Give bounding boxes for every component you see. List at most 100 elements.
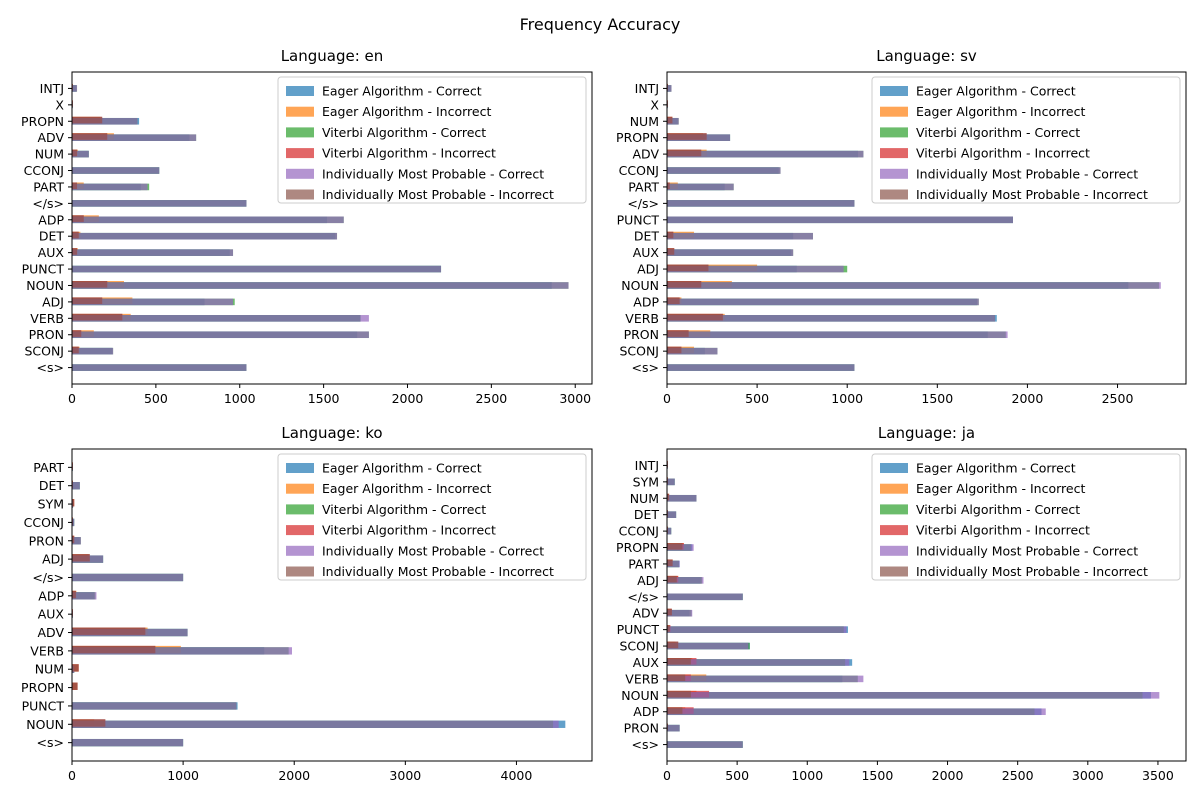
legend-swatch-viterbi-algorithm-incorrect <box>286 525 314 536</box>
bar-noun-individually-most-probable-correct <box>667 282 1161 289</box>
y-tick-label-eos: </s> <box>627 589 659 604</box>
y-tick-label-sconj: SCONJ <box>619 344 659 359</box>
bar-punct-individually-most-probable-incorrect <box>667 625 670 632</box>
legend-swatch-individually-most-probable-correct <box>286 545 314 556</box>
chart-title: Language: ko <box>281 424 382 442</box>
legend-label-eager-algorithm-incorrect: Eager Algorithm - Incorrect <box>916 481 1085 496</box>
y-tick-label-verb: VERB <box>625 311 659 326</box>
bar-sym-individually-most-probable-correct <box>667 478 675 486</box>
y-tick-label-aux: AUX <box>38 607 65 622</box>
bar-num-individually-most-probable-incorrect <box>667 493 670 501</box>
y-tick-label-aux: AUX <box>38 245 65 260</box>
bar-adv-individually-most-probable-correct <box>667 150 864 158</box>
legend-label-viterbi-algorithm-incorrect: Viterbi Algorithm - Incorrect <box>322 146 496 161</box>
bar-adj-individually-most-probable-correct <box>72 298 234 306</box>
bar-bos-individually-most-probable-correct <box>72 364 247 371</box>
y-tick-label-sym: SYM <box>38 497 64 512</box>
x-tick-label: 3000 <box>1072 768 1104 783</box>
legend: Eager Algorithm - Correct Eager Algorithm… <box>871 453 1181 581</box>
bars <box>667 83 1161 371</box>
bar-propn-individually-most-probable-incorrect <box>667 133 707 140</box>
legend-swatch-individually-most-probable-correct <box>286 168 314 179</box>
bar-sconj-individually-most-probable-correct <box>72 347 114 355</box>
y-tick-label-adp: ADP <box>38 588 64 603</box>
bar-cconj-individually-most-probable-correct <box>667 527 672 535</box>
bar-num-individually-most-probable-correct <box>72 150 89 158</box>
y-tick-label-bos: <s> <box>632 360 659 375</box>
bar-verb-individually-most-probable-incorrect <box>667 313 723 321</box>
bar-eos-individually-most-probable-correct <box>72 573 184 582</box>
y-tick-label-part: PART <box>33 460 64 475</box>
legend-swatch-individually-most-probable-incorrect <box>286 566 314 577</box>
bar-verb-individually-most-probable-incorrect <box>72 645 156 654</box>
legend-swatch-eager-algorithm-incorrect <box>880 106 908 117</box>
y-tick-label-aux: AUX <box>633 245 660 260</box>
bar-adp-individually-most-probable-incorrect <box>667 707 683 714</box>
y-tick-label-det: DET <box>634 229 660 244</box>
x-tick-label: 3000 <box>389 768 421 783</box>
bar-aux-individually-most-probable-correct <box>667 249 794 256</box>
bar-sym-individually-most-probable-incorrect <box>72 499 75 507</box>
y-tick-label-pron: PRON <box>624 721 659 736</box>
legend-label-individually-most-probable-correct: Individually Most Probable - Correct <box>916 543 1138 558</box>
bar-adv-individually-most-probable-incorrect <box>667 608 672 616</box>
y-tick-label-adj: ADJ <box>637 573 659 588</box>
axes-frame <box>666 71 1187 385</box>
bar-adv-individually-most-probable-incorrect <box>667 149 702 157</box>
bar-noun-individually-most-probable-correct <box>72 282 569 289</box>
legend: Eager Algorithm - Correct Eager Algorithm… <box>277 76 587 204</box>
legend-box <box>277 76 587 204</box>
x-tick-label: 2000 <box>932 768 964 783</box>
bar-aux-individually-most-probable-incorrect <box>667 658 691 665</box>
bar-adj-individually-most-probable-correct <box>667 577 704 584</box>
legend-label-viterbi-algorithm-correct: Viterbi Algorithm - Correct <box>916 502 1080 517</box>
x-tick-label: 0 <box>68 768 76 783</box>
legend-label-eager-algorithm-correct: Eager Algorithm - Correct <box>322 84 482 99</box>
y-tick-label-bos: <s> <box>37 735 64 750</box>
y-tick-label-cconj: CCONJ <box>24 515 64 530</box>
y-tick-label-x: X <box>55 97 64 112</box>
y-tick-label-propn: PROPN <box>616 540 659 555</box>
bar-part-individually-most-probable-correct <box>72 183 148 191</box>
bar-verb-individually-most-probable-correct <box>667 675 864 683</box>
y-tick-label-bos: <s> <box>632 737 659 752</box>
bar-adp-individually-most-probable-correct <box>72 216 344 224</box>
y-tick-label-num: NUM <box>35 662 64 677</box>
legend-swatch-individually-most-probable-incorrect <box>880 189 908 200</box>
bar-eos-individually-most-probable-correct <box>667 200 855 207</box>
legend: Eager Algorithm - Correct Eager Algorithm… <box>871 76 1181 204</box>
legend: Eager Algorithm - Correct Eager Algorithm… <box>277 453 587 581</box>
y-tick-label-eos: </s> <box>627 196 659 211</box>
bar-pron-individually-most-probable-correct <box>667 724 680 732</box>
x-tick-label: 2000 <box>1012 391 1044 406</box>
legend-swatch-eager-algorithm-correct <box>880 86 908 96</box>
y-tick-label-intj: INTJ <box>635 81 659 96</box>
y-tick-label-punct: PUNCT <box>617 622 660 637</box>
legend-swatch-eager-algorithm-incorrect <box>286 106 314 117</box>
bar-part-individually-most-probable-correct <box>667 183 734 191</box>
bar-aux-individually-most-probable-correct <box>667 659 850 666</box>
legend-swatch-individually-most-probable-correct <box>880 545 908 556</box>
bar-adp-individually-most-probable-correct <box>72 592 97 600</box>
y-tick-label-pron: PRON <box>29 533 64 548</box>
y-tick-label-adv: ADV <box>632 606 659 621</box>
y-tick-label-eos: </s> <box>32 196 64 211</box>
axes-frame <box>71 71 593 385</box>
x-tick-label: 0 <box>663 768 671 783</box>
legend-label-eager-algorithm-incorrect: Eager Algorithm - Incorrect <box>322 481 491 496</box>
bar-sconj-individually-most-probable-incorrect <box>72 346 79 354</box>
legend-label-viterbi-algorithm-incorrect: Viterbi Algorithm - Incorrect <box>322 523 496 538</box>
y-tick-label-part: PART <box>628 179 659 194</box>
legend-swatch-individually-most-probable-incorrect <box>286 189 314 200</box>
bar-bos-individually-most-probable-correct <box>72 738 184 747</box>
x-tick-label: 0 <box>663 391 671 406</box>
bar-part-individually-most-probable-incorrect <box>667 182 670 190</box>
y-tick-label-verb: VERB <box>625 671 659 686</box>
y-tick-label-det: DET <box>39 478 65 493</box>
y-tick-label-propn: PROPN <box>21 114 64 129</box>
y-tick-label-part: PART <box>33 179 64 194</box>
bar-adv-individually-most-probable-correct <box>667 609 693 617</box>
legend-swatch-viterbi-algorithm-incorrect <box>880 525 908 536</box>
bar-punct-individually-most-probable-correct <box>72 702 237 710</box>
